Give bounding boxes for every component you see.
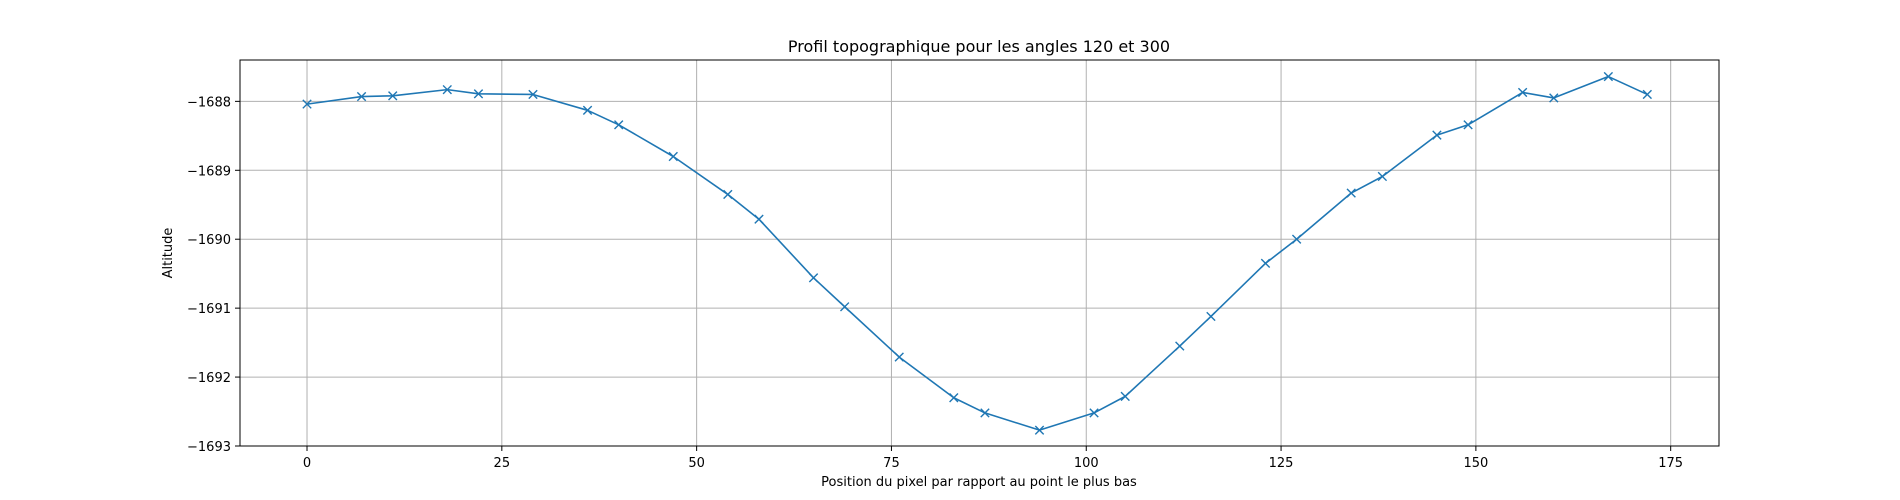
- y-tick-label: −1689: [187, 164, 231, 179]
- x-tick-label: 100: [1074, 456, 1099, 471]
- y-tick-label: −1692: [187, 371, 231, 386]
- data-point: [1346, 188, 1356, 198]
- data-point: [528, 89, 538, 100]
- data-point: [1642, 89, 1653, 100]
- data-point: [1291, 234, 1302, 244]
- data-point: [1175, 341, 1185, 351]
- x-tick-label: 25: [494, 456, 511, 471]
- data-point: [388, 91, 398, 101]
- data-point: [582, 105, 593, 116]
- data-point: [1432, 130, 1442, 140]
- data-point: [356, 91, 367, 102]
- data-point: [894, 352, 904, 362]
- data-point: [1517, 87, 1528, 98]
- data-point: [1034, 425, 1045, 435]
- data-point: [668, 151, 678, 162]
- data-point: [1120, 391, 1130, 402]
- y-tick-label: −1693: [187, 440, 231, 455]
- series-layer: [302, 71, 1653, 435]
- x-tick-label: 50: [688, 456, 705, 471]
- data-point: [1549, 93, 1559, 103]
- x-tick-label: 125: [1269, 456, 1294, 471]
- data-point: [1089, 408, 1099, 418]
- x-tick-label: 75: [883, 456, 900, 471]
- data-point: [1603, 71, 1614, 82]
- y-axis-label: Altitude: [161, 228, 176, 279]
- data-point: [949, 393, 959, 403]
- chart-title: Profil topographique pour les angles 120…: [788, 37, 1170, 56]
- data-point: [754, 214, 764, 224]
- data-point: [1463, 120, 1473, 130]
- data-point: [1260, 258, 1271, 269]
- y-tick-label: −1691: [187, 302, 231, 317]
- data-point: [614, 120, 624, 130]
- x-tick-label: 150: [1463, 456, 1488, 471]
- data-point: [302, 99, 312, 109]
- data-point: [980, 408, 990, 418]
- y-tick-label: −1690: [187, 233, 231, 248]
- data-point: [1206, 311, 1216, 322]
- data-point: [723, 189, 733, 200]
- x-tick-label: 175: [1658, 456, 1683, 471]
- plot-frame: [239, 59, 1720, 447]
- data-point: [442, 84, 452, 95]
- grid: [240, 60, 1719, 447]
- y-tick-label: −1688: [187, 95, 231, 110]
- data-point: [1377, 171, 1388, 182]
- x-axis-label: Position du pixel par rapport au point l…: [821, 475, 1137, 490]
- data-point: [473, 89, 484, 99]
- data-point: [839, 302, 850, 312]
- ticks: 0 25 50 75 100 125 150 175 −1693 −1692 −1691 −1690 −…: [187, 95, 1683, 471]
- data-point: [808, 273, 819, 283]
- x-tick-label: 0: [303, 456, 311, 471]
